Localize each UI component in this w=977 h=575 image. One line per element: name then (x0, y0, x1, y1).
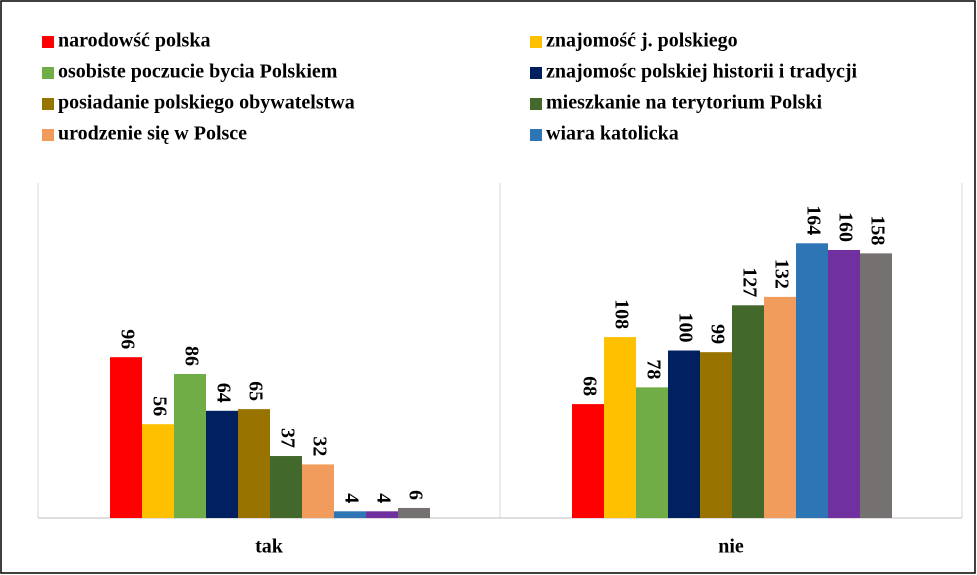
data-label: 86 (180, 346, 202, 366)
legend-swatch (530, 129, 542, 141)
legend-swatch (42, 67, 54, 79)
data-label: 99 (706, 324, 728, 344)
bar (732, 305, 764, 518)
data-label: 56 (148, 396, 170, 416)
bar (270, 456, 302, 518)
data-label: 32 (308, 436, 330, 456)
data-label: 65 (244, 381, 266, 401)
data-label: 96 (116, 329, 138, 349)
x-tick-label: tak (255, 536, 284, 558)
legend-label: znajomośc polskiej historii i tradycji (546, 61, 858, 83)
bar (110, 357, 142, 518)
bar (604, 337, 636, 518)
bar (764, 296, 796, 518)
bar (366, 511, 398, 518)
data-label: 4 (340, 493, 362, 503)
bar (572, 404, 604, 518)
legend-swatch (530, 98, 542, 110)
data-label: 37 (276, 428, 298, 448)
data-label: 68 (578, 376, 600, 396)
legend-swatch (42, 129, 54, 141)
bar (668, 350, 700, 518)
x-tick-label: nie (718, 536, 744, 558)
data-label: 100 (674, 313, 696, 343)
bar (206, 410, 238, 518)
bar (302, 464, 334, 518)
legend-label: mieszkanie na terytorium Polski (546, 92, 823, 114)
data-label: 160 (834, 212, 856, 242)
data-label: 78 (642, 359, 664, 379)
legend-label: urodzenie się w Polsce (58, 123, 247, 145)
legend-label: osobiste poczucie bycia Polskiem (58, 61, 338, 83)
bar (334, 511, 366, 518)
data-label: 164 (802, 205, 824, 235)
data-label: 108 (610, 299, 632, 329)
bar (238, 409, 270, 518)
legend-label: wiara katolicka (546, 123, 679, 145)
legend-swatch (42, 36, 54, 48)
legend-label: znajomość j. polskiego (546, 30, 738, 52)
data-label: 6 (404, 490, 426, 500)
legend-label: narodowść polska (58, 30, 210, 52)
data-label: 132 (770, 259, 792, 289)
data-label: 4 (372, 493, 394, 503)
bar (636, 387, 668, 518)
bar (796, 243, 828, 519)
bar (398, 507, 430, 518)
legend-swatch (530, 67, 542, 79)
data-label: 64 (212, 383, 234, 403)
bar (142, 424, 174, 518)
bar (700, 352, 732, 518)
bar (828, 250, 860, 518)
data-label: 127 (738, 267, 760, 297)
data-label: 158 (866, 215, 888, 245)
bar (860, 253, 892, 518)
legend-label: posiadanie polskiego obywatelstwa (58, 92, 355, 114)
bar (174, 373, 206, 518)
legend-swatch (42, 98, 54, 110)
legend-swatch (530, 36, 542, 48)
